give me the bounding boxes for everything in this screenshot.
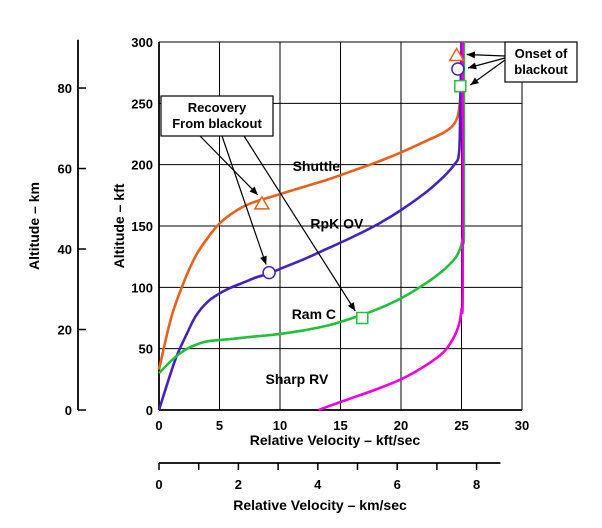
onset-box (504, 41, 578, 83)
y-tick-300: 300 (131, 35, 153, 50)
x-tick-0: 0 (155, 418, 162, 433)
x-tick-10: 10 (273, 418, 287, 433)
recovery-arrow-1-head (260, 255, 267, 265)
kms-tick-6: 6 (394, 477, 401, 492)
recovery-arrow-2 (243, 135, 356, 312)
onset-arrow-1 (467, 57, 506, 70)
onset-text-line2: blackout (514, 62, 568, 77)
x-tick-15: 15 (333, 418, 347, 433)
series-lines (157, 41, 466, 412)
series-shuttle (157, 41, 463, 370)
kms-axis: 0 2 4 6 8 (155, 462, 501, 492)
km-tick-20: 20 (58, 323, 72, 338)
series-ram-c (158, 41, 466, 375)
onset-arrow-1-head (467, 62, 477, 70)
x2-axis-label: Relative Velocity – km/sec (233, 497, 407, 513)
recovery-text-line1: Recovery (188, 100, 247, 115)
recovery-annotation: Recovery From blackout (160, 95, 356, 312)
curve-label-rpk-ov: RpK OV (310, 215, 364, 231)
data-markers (253, 47, 467, 325)
curve-label-ram-c: Ram C (292, 306, 336, 322)
onset-text-line1: Onset of (515, 46, 568, 61)
recovery-box (160, 95, 274, 137)
recovery-arrow-1 (221, 135, 267, 265)
marker-square-2 (356, 311, 369, 325)
x-tick-30: 30 (515, 418, 529, 433)
onset-annotation: Onset of blackout (466, 41, 578, 86)
y-tick-200: 200 (131, 158, 153, 173)
recovery-arrows (199, 135, 356, 312)
onset-arrow-0-head (466, 51, 476, 59)
kms-tick-2: 2 (235, 477, 242, 492)
recovery-arrow-0 (199, 135, 259, 196)
series-sharp-rv (318, 41, 465, 412)
y-tick-labels: 0 50 100 150 200 250 300 (131, 35, 153, 418)
y-tick-0: 0 (146, 403, 153, 418)
marker-triangle-0 (253, 195, 271, 210)
y-tick-150: 150 (131, 219, 153, 234)
plot-frame (158, 42, 522, 411)
recovery-text-line2: From blackout (172, 116, 262, 131)
kms-tick-8: 8 (473, 477, 480, 492)
marker-triangle-3 (448, 47, 465, 62)
curve-label-shuttle: Shuttle (293, 158, 341, 174)
onset-arrow-0 (466, 51, 506, 59)
marker-circle-1 (262, 265, 276, 280)
y-tick-250: 250 (131, 96, 153, 111)
y-axis-label-km: Altitude – km (26, 182, 42, 270)
y-axis-label-kft: Altitude – kft (111, 183, 127, 268)
curve-labels: Shuttle RpK OV Ram C Sharp RV (266, 158, 364, 387)
onset-arrow-2 (469, 59, 506, 86)
x-tick-labels: 0 5 10 15 20 25 30 (155, 418, 529, 433)
x-axis-label: Relative Velocity – kft/sec (250, 432, 421, 448)
kms-tick-0: 0 (155, 477, 162, 492)
km-tick-40: 40 (58, 242, 72, 257)
marker-circle-4 (451, 62, 465, 76)
x-tick-20: 20 (394, 418, 408, 433)
onset-arrow-2-head (470, 77, 480, 86)
x-tick-5: 5 (216, 418, 223, 433)
km-tick-60: 60 (58, 162, 72, 177)
recovery-arrow-0-shaft (199, 135, 259, 196)
recovery-arrow-2-shaft (243, 135, 356, 312)
km-tick-80: 80 (58, 81, 72, 96)
x-tick-25: 25 (454, 418, 468, 433)
y-tick-100: 100 (131, 280, 153, 295)
recovery-arrow-0-head (249, 186, 258, 195)
onset-arrows (466, 51, 506, 86)
series-rpk-ov (157, 41, 463, 411)
km-tick-0: 0 (65, 403, 72, 418)
y-tick-50: 50 (139, 342, 153, 357)
km-axis: 0 20 40 60 80 (58, 39, 86, 418)
curve-label-sharp-rv: Sharp RV (266, 371, 329, 387)
recovery-arrow-2-head (347, 302, 356, 311)
recovery-arrow-1-shaft (221, 135, 267, 265)
kms-tick-4: 4 (314, 477, 322, 492)
marker-square-5 (454, 79, 467, 93)
